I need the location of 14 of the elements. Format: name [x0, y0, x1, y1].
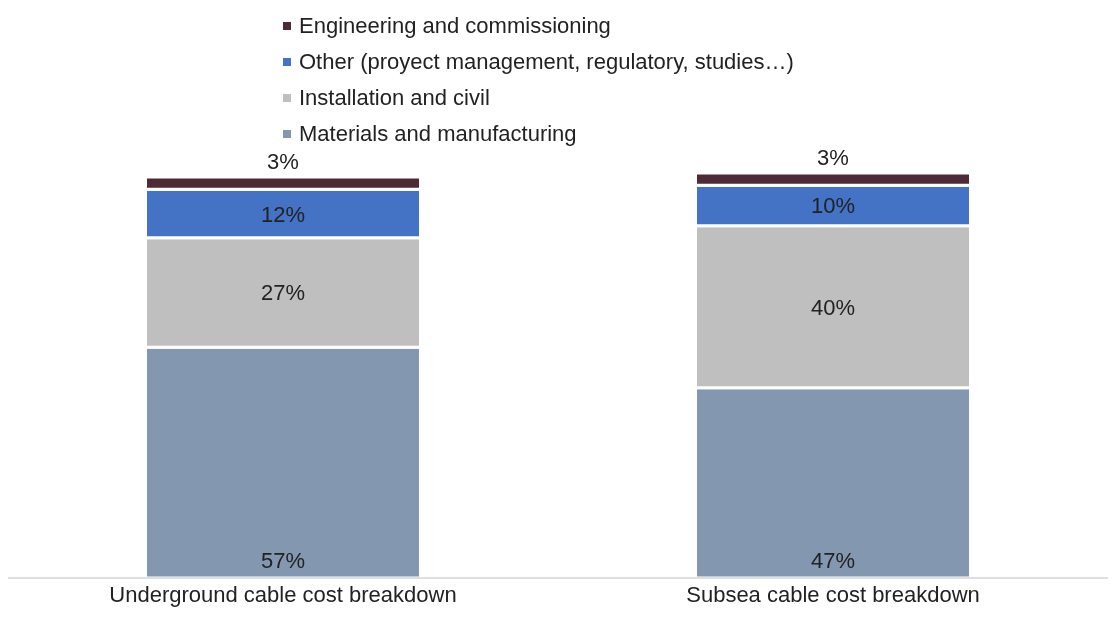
data-label: 3% — [817, 145, 849, 170]
data-label: 10% — [810, 193, 856, 219]
x-tick-label: Subsea cable cost breakdown — [686, 581, 980, 607]
legend-label: Installation and civil — [299, 85, 490, 111]
legend-label: Materials and manufacturing — [299, 121, 577, 147]
data-label: 47% — [810, 548, 856, 573]
legend-label: Engineering and commissioning — [299, 13, 611, 39]
data-label: 57% — [260, 548, 306, 573]
x-tick-label: Underground cable cost breakdown — [109, 581, 457, 607]
data-label: 3% — [267, 149, 299, 175]
data-label: 12% — [260, 201, 306, 227]
legend-label: Other (proyect management, regulatory, studies…) — [299, 49, 794, 75]
data-label: 40% — [810, 294, 856, 320]
data-label: 27% — [260, 280, 306, 306]
